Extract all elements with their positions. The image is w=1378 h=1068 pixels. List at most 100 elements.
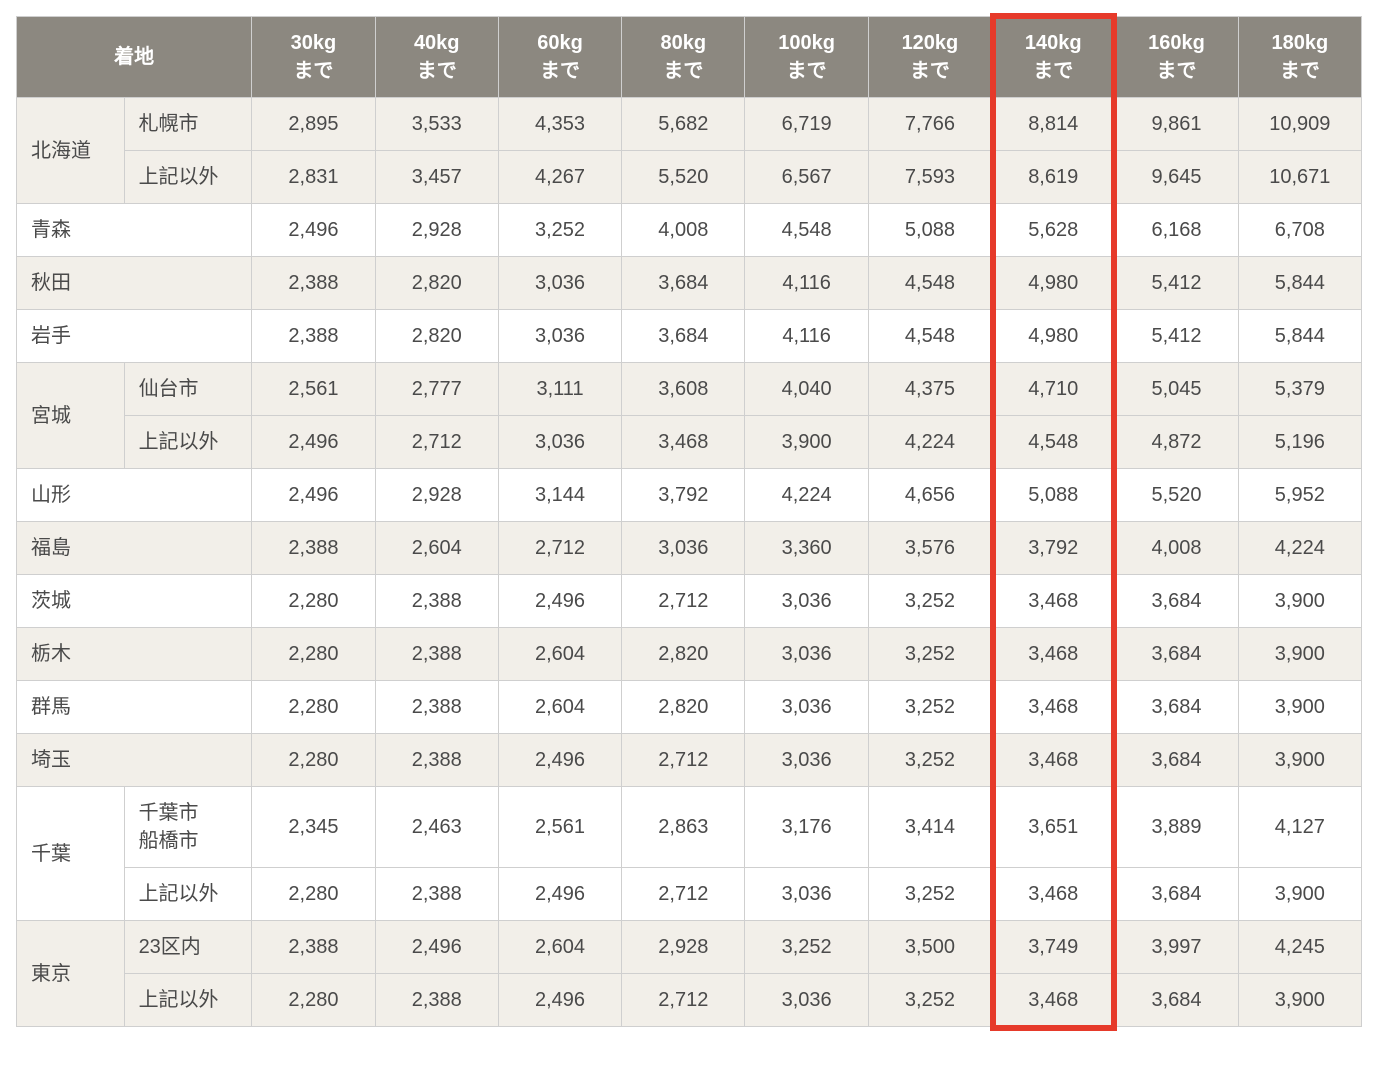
price-cell: 2,712 [622, 974, 745, 1027]
price-cell: 2,388 [375, 681, 498, 734]
price-cell: 8,619 [992, 151, 1115, 204]
subregion-cell: 上記以外 [124, 151, 252, 204]
price-cell: 2,280 [252, 974, 375, 1027]
price-cell: 5,412 [1115, 257, 1238, 310]
price-cell: 2,388 [375, 575, 498, 628]
price-cell: 3,684 [1115, 868, 1238, 921]
price-cell: 2,820 [375, 257, 498, 310]
price-cell: 8,814 [992, 98, 1115, 151]
price-cell: 3,900 [1238, 575, 1361, 628]
price-cell: 4,245 [1238, 921, 1361, 974]
subregion-cell: 上記以外 [124, 416, 252, 469]
price-cell: 3,684 [622, 310, 745, 363]
price-cell: 3,111 [498, 363, 621, 416]
table-header: 着地 30kgまで 40kgまで 60kgまで 80kgまで 100kgまで 1… [17, 17, 1362, 98]
price-cell: 5,844 [1238, 257, 1361, 310]
subregion-cell: 札幌市 [124, 98, 252, 151]
region-cell: 千葉 [17, 787, 125, 921]
table-row: 群馬2,2802,3882,6042,8203,0363,2523,4683,6… [17, 681, 1362, 734]
price-cell: 4,116 [745, 257, 868, 310]
price-cell: 4,656 [868, 469, 991, 522]
price-cell: 10,909 [1238, 98, 1361, 151]
price-cell: 3,684 [1115, 734, 1238, 787]
region-cell: 青森 [17, 204, 252, 257]
price-cell: 5,412 [1115, 310, 1238, 363]
region-cell: 茨城 [17, 575, 252, 628]
table-row: 茨城2,2802,3882,4962,7123,0363,2523,4683,6… [17, 575, 1362, 628]
price-cell: 2,496 [498, 868, 621, 921]
price-cell: 2,604 [498, 628, 621, 681]
price-cell: 3,036 [745, 575, 868, 628]
price-cell: 3,252 [868, 974, 991, 1027]
price-cell: 4,127 [1238, 787, 1361, 868]
price-cell: 3,036 [498, 310, 621, 363]
price-cell: 2,820 [375, 310, 498, 363]
price-cell: 3,900 [1238, 868, 1361, 921]
shipping-rate-table-wrap: 着地 30kgまで 40kgまで 60kgまで 80kgまで 100kgまで 1… [16, 16, 1362, 1027]
table-row: 福島2,3882,6042,7123,0363,3603,5763,7924,0… [17, 522, 1362, 575]
subregion-cell: 千葉市船橋市 [124, 787, 252, 868]
price-cell: 3,036 [622, 522, 745, 575]
price-cell: 3,036 [745, 974, 868, 1027]
price-cell: 5,628 [992, 204, 1115, 257]
price-cell: 2,388 [252, 522, 375, 575]
price-cell: 5,088 [868, 204, 991, 257]
subregion-cell: 上記以外 [124, 868, 252, 921]
price-cell: 2,604 [498, 681, 621, 734]
price-cell: 2,496 [252, 469, 375, 522]
price-cell: 2,280 [252, 868, 375, 921]
region-cell: 栃木 [17, 628, 252, 681]
header-weight-1: 40kgまで [375, 17, 498, 98]
price-cell: 3,889 [1115, 787, 1238, 868]
table-row: 北海道札幌市2,8953,5334,3535,6826,7197,7668,81… [17, 98, 1362, 151]
price-cell: 2,496 [498, 974, 621, 1027]
price-cell: 3,468 [992, 628, 1115, 681]
price-cell: 2,895 [252, 98, 375, 151]
price-cell: 2,388 [252, 257, 375, 310]
price-cell: 9,645 [1115, 151, 1238, 204]
price-cell: 2,388 [375, 868, 498, 921]
price-cell: 2,712 [498, 522, 621, 575]
price-cell: 3,144 [498, 469, 621, 522]
price-cell: 6,168 [1115, 204, 1238, 257]
price-cell: 2,496 [498, 575, 621, 628]
price-cell: 3,252 [868, 681, 991, 734]
price-cell: 2,345 [252, 787, 375, 868]
region-cell: 宮城 [17, 363, 125, 469]
price-cell: 3,176 [745, 787, 868, 868]
header-region: 着地 [17, 17, 252, 98]
price-cell: 6,719 [745, 98, 868, 151]
price-cell: 3,792 [622, 469, 745, 522]
price-cell: 4,980 [992, 257, 1115, 310]
table-row: 栃木2,2802,3882,6042,8203,0363,2523,4683,6… [17, 628, 1362, 681]
price-cell: 3,533 [375, 98, 498, 151]
price-cell: 3,900 [1238, 628, 1361, 681]
price-cell: 3,900 [1238, 681, 1361, 734]
table-row: 上記以外2,4962,7123,0363,4683,9004,2244,5484… [17, 416, 1362, 469]
header-weight-8: 180kgまで [1238, 17, 1361, 98]
price-cell: 5,952 [1238, 469, 1361, 522]
table-row: 東京23区内2,3882,4962,6042,9283,2523,5003,74… [17, 921, 1362, 974]
price-cell: 2,388 [375, 734, 498, 787]
price-cell: 4,267 [498, 151, 621, 204]
price-cell: 4,224 [868, 416, 991, 469]
shipping-rate-table: 着地 30kgまで 40kgまで 60kgまで 80kgまで 100kgまで 1… [16, 16, 1362, 1027]
price-cell: 2,280 [252, 681, 375, 734]
price-cell: 3,468 [622, 416, 745, 469]
table-row: 上記以外2,2802,3882,4962,7123,0363,2523,4683… [17, 974, 1362, 1027]
price-cell: 3,684 [1115, 974, 1238, 1027]
price-cell: 3,997 [1115, 921, 1238, 974]
price-cell: 2,388 [252, 310, 375, 363]
price-cell: 3,252 [868, 868, 991, 921]
price-cell: 2,712 [375, 416, 498, 469]
price-cell: 5,045 [1115, 363, 1238, 416]
price-cell: 5,844 [1238, 310, 1361, 363]
price-cell: 3,608 [622, 363, 745, 416]
price-cell: 3,684 [1115, 681, 1238, 734]
region-cell: 岩手 [17, 310, 252, 363]
price-cell: 3,252 [868, 628, 991, 681]
price-cell: 4,710 [992, 363, 1115, 416]
header-weight-4: 100kgまで [745, 17, 868, 98]
price-cell: 4,116 [745, 310, 868, 363]
price-cell: 3,252 [868, 575, 991, 628]
